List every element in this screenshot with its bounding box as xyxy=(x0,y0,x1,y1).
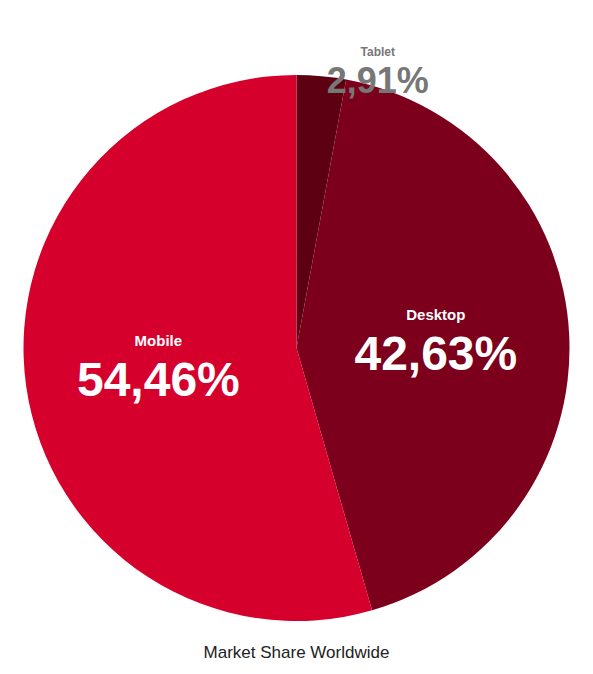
svg-text:54,46%: 54,46% xyxy=(77,353,240,406)
svg-text:42,63%: 42,63% xyxy=(354,327,517,380)
svg-text:Market Share Worldwide: Market Share Worldwide xyxy=(204,643,390,662)
svg-text:Desktop: Desktop xyxy=(406,306,465,323)
svg-text:2,91%: 2,91% xyxy=(327,60,429,101)
svg-text:Mobile: Mobile xyxy=(135,332,183,349)
svg-text:Tablet: Tablet xyxy=(361,45,395,59)
